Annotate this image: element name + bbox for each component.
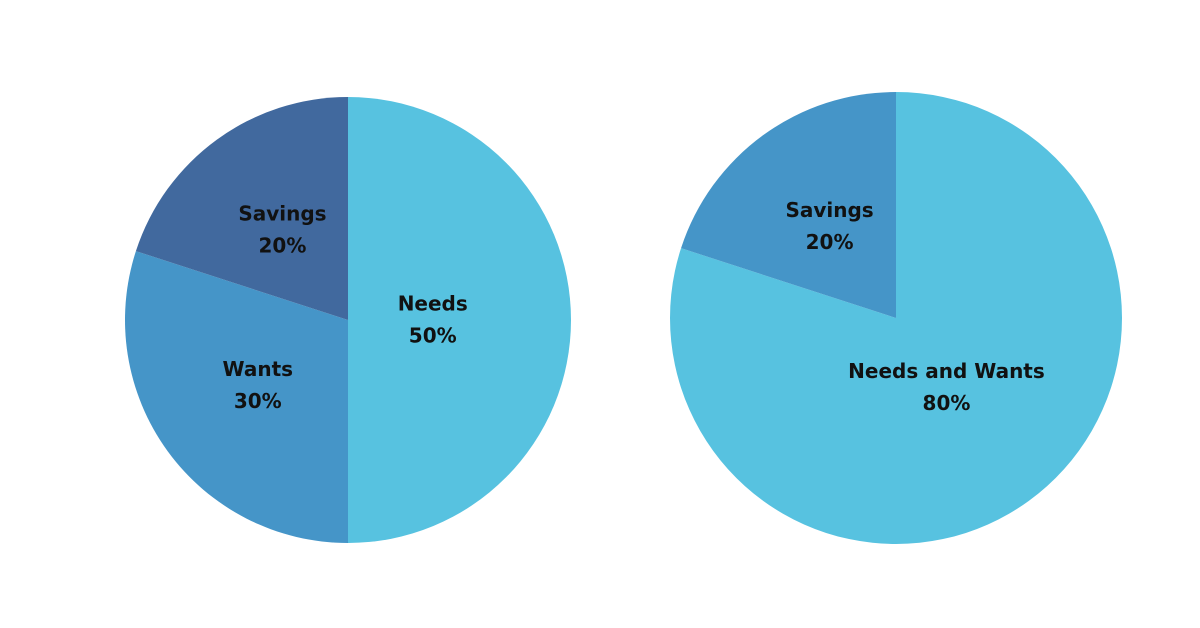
slice-value-label: 20% — [259, 233, 307, 257]
pie-slice — [135, 97, 348, 320]
slice-value-label: 30% — [234, 389, 282, 413]
slice-value-label: 50% — [409, 324, 457, 348]
slice-label: Wants — [223, 357, 294, 381]
pie-slice — [348, 97, 571, 543]
pie-slice — [681, 92, 896, 318]
pie-slice — [125, 251, 348, 543]
slice-value-label: 20% — [806, 230, 854, 254]
slice-label: Needs — [398, 292, 468, 316]
slice-label: Savings — [785, 198, 873, 222]
slice-value-label: 80% — [923, 391, 971, 415]
slice-label: Savings — [238, 201, 326, 225]
slice-label: Needs and Wants — [848, 359, 1045, 383]
